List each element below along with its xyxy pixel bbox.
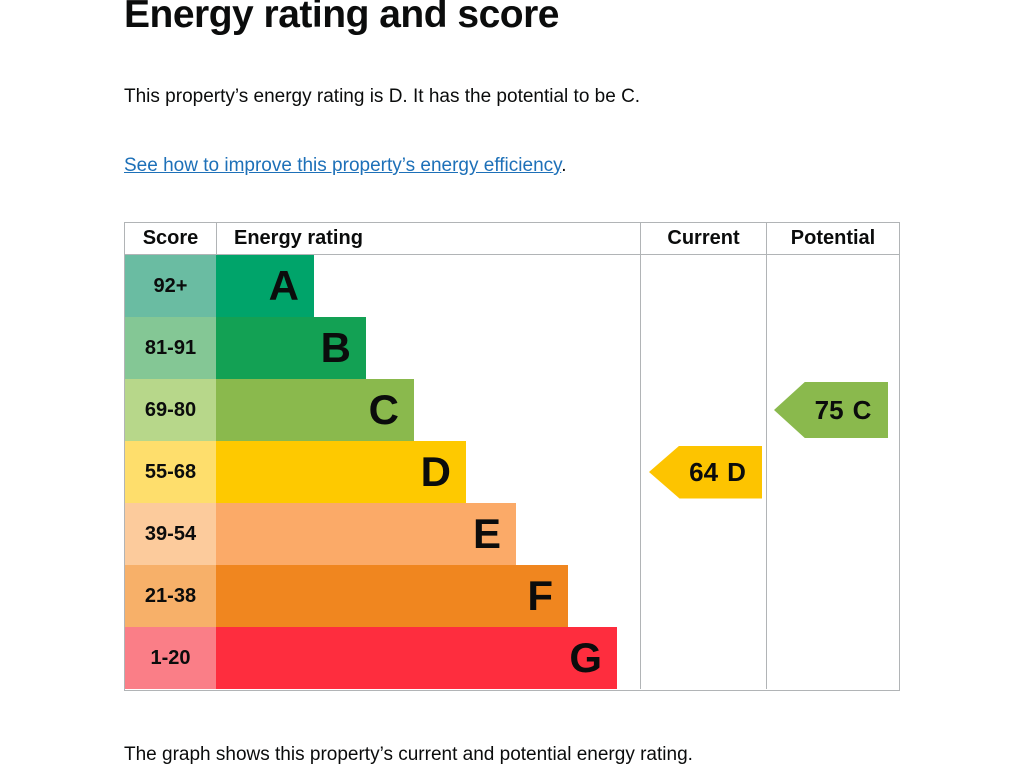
- potential-cell: [766, 441, 899, 503]
- bar-area: E: [216, 503, 640, 565]
- score-cell: 21-38: [125, 565, 216, 627]
- score-cell: 1-20: [125, 627, 216, 689]
- rating-bar: A: [216, 255, 314, 317]
- potential-cell: [766, 627, 899, 689]
- score-cell: 69-80: [125, 379, 216, 441]
- potential-cell: [766, 565, 899, 627]
- current-cell: 64 D: [640, 441, 766, 503]
- potential-cell: 75 C: [766, 379, 899, 441]
- rating-bar: E: [216, 503, 516, 565]
- band-letter: C: [368, 386, 399, 433]
- score-cell: 81-91: [125, 317, 216, 379]
- band-row-b: 81-91 B: [125, 317, 899, 379]
- potential-grade-letter: C: [852, 394, 872, 425]
- rating-bar: B: [216, 317, 366, 379]
- chart-header-row: Score Energy rating Current Potential: [125, 223, 899, 255]
- chart-caption: The graph shows this property’s current …: [124, 744, 693, 765]
- bar-area: F: [216, 565, 640, 627]
- rating-bar: F: [216, 565, 568, 627]
- score-cell: 92+: [125, 255, 216, 317]
- bar-area: A: [216, 255, 640, 317]
- potential-cell: [766, 255, 899, 317]
- score-cell: 55-68: [125, 441, 216, 503]
- rating-bar: C: [216, 379, 414, 441]
- current-cell: [640, 627, 766, 689]
- improve-efficiency-link[interactable]: See how to improve this property’s energ…: [124, 155, 562, 176]
- potential-rating-arrow: 75 C: [774, 382, 888, 438]
- column-header-score: Score: [142, 227, 199, 249]
- band-row-c: 69-80 C 75 C: [125, 379, 899, 441]
- band-letter: G: [569, 634, 602, 681]
- band-letter: A: [268, 262, 299, 309]
- potential-score-value: 75: [814, 394, 844, 425]
- rating-bar: D: [216, 441, 466, 503]
- current-cell: [640, 317, 766, 379]
- page-title: Energy rating and score: [124, 0, 559, 36]
- bar-area: D: [216, 441, 640, 503]
- bar-area: B: [216, 317, 640, 379]
- band-letter: B: [320, 324, 351, 371]
- current-grade-letter: D: [727, 456, 746, 487]
- column-header-energy-rating: Energy rating: [216, 223, 640, 254]
- page-content: Energy rating and score This property’s …: [124, 0, 914, 768]
- current-rating-arrow: 64 D: [649, 445, 762, 499]
- column-header-current: Current: [640, 223, 766, 254]
- current-cell: [640, 379, 766, 441]
- score-cell: 39-54: [125, 503, 216, 565]
- band-row-e: 39-54 E: [125, 503, 899, 565]
- band-row-d: 55-68 D 64 D: [125, 441, 899, 503]
- bar-area: G: [216, 627, 640, 689]
- band-row-a: 92+ A: [125, 255, 899, 317]
- current-cell: [640, 255, 766, 317]
- bar-area: C: [216, 379, 640, 441]
- rating-bar: G: [216, 627, 617, 689]
- link-suffix: .: [561, 155, 567, 176]
- current-score-value: 64: [689, 456, 719, 487]
- potential-cell: [766, 317, 899, 379]
- current-cell: [640, 503, 766, 565]
- current-cell: [640, 565, 766, 627]
- band-row-f: 21-38 F: [125, 565, 899, 627]
- band-row-g: 1-20 G: [125, 627, 899, 689]
- band-letter: D: [420, 448, 451, 495]
- intro-text: This property’s energy rating is D. It h…: [124, 86, 641, 107]
- epc-chart: Score Energy rating Current Potential 92…: [124, 222, 900, 691]
- potential-cell: [766, 503, 899, 565]
- column-header-potential: Potential: [766, 223, 899, 254]
- band-letter: E: [472, 510, 501, 557]
- improve-link-line: See how to improve this property’s energ…: [124, 155, 567, 177]
- band-letter: F: [527, 572, 553, 619]
